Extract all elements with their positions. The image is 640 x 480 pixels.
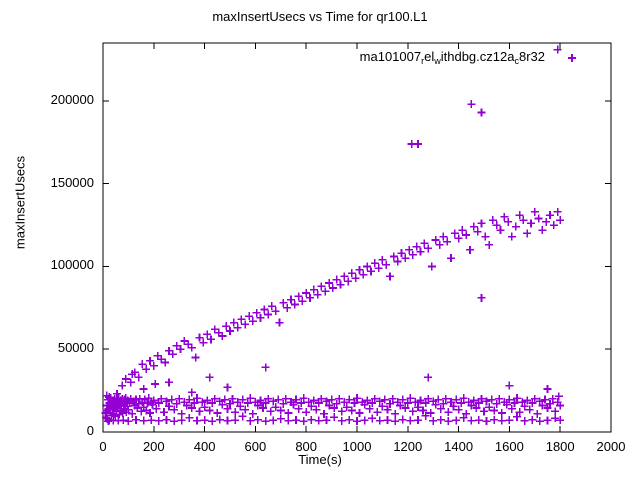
legend-label: ma101007relwithdbg.cz12ac8r32 [359, 49, 545, 66]
x-tick-label: 2000 [596, 439, 626, 454]
x-tick-label: 800 [295, 439, 318, 454]
y-tick-label: 150000 [50, 174, 94, 190]
x-tick-label: 600 [244, 439, 267, 454]
x-tick-label: 400 [193, 439, 216, 454]
y-tick-label: 100000 [50, 257, 94, 273]
x-tick-label: 1800 [545, 439, 575, 454]
y-tick-label: 0 [86, 423, 94, 438]
x-axis-label: Time(s) [298, 452, 342, 467]
x-tick-label: 1400 [444, 439, 474, 454]
chart-title: maxInsertUsecs vs Time for qr100.L1 [212, 9, 428, 24]
x-tick-label: 1600 [494, 439, 524, 454]
series-points [101, 45, 565, 426]
y-tick-label: 50000 [57, 340, 94, 356]
plot-border [102, 42, 612, 433]
x-tick-label: 200 [142, 439, 165, 454]
x-tick-label: 1000 [342, 439, 372, 454]
x-tick-label: 0 [99, 439, 107, 454]
y-axis-label: maxInsertUsecs [12, 155, 28, 250]
x-tick-label: 1200 [393, 439, 423, 454]
y-tick-label: 200000 [50, 91, 94, 107]
legend-marker [568, 54, 576, 62]
